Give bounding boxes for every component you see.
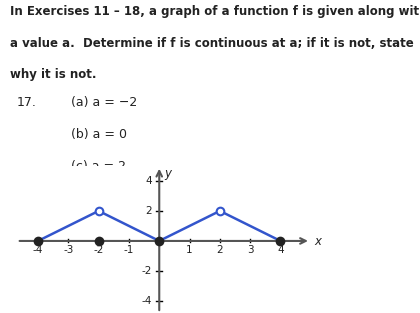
Text: In Exercises 11 – 18, a graph of a function f is given along with: In Exercises 11 – 18, a graph of a funct… [10, 5, 420, 18]
Text: -2: -2 [93, 245, 104, 255]
Text: a value a.  Determine if f is continuous at a; if it is not, state: a value a. Determine if f is continuous … [10, 37, 414, 50]
Text: x: x [314, 235, 321, 248]
Text: 4: 4 [277, 245, 284, 255]
Text: (c) a = 2: (c) a = 2 [71, 160, 126, 172]
Text: -4: -4 [33, 245, 43, 255]
Text: 4: 4 [145, 176, 152, 186]
Text: y: y [164, 167, 171, 180]
Text: 1: 1 [186, 245, 193, 255]
Text: 3: 3 [247, 245, 254, 255]
Text: (a) a = −2: (a) a = −2 [71, 96, 138, 110]
Text: -4: -4 [141, 296, 152, 306]
Text: -2: -2 [141, 266, 152, 276]
Text: 17.: 17. [17, 96, 37, 110]
Text: why it is not.: why it is not. [10, 68, 97, 81]
Text: 2: 2 [145, 206, 152, 216]
Text: 2: 2 [217, 245, 223, 255]
Text: (b) a = 0: (b) a = 0 [71, 128, 127, 141]
Text: -1: -1 [124, 245, 134, 255]
Text: -3: -3 [63, 245, 74, 255]
